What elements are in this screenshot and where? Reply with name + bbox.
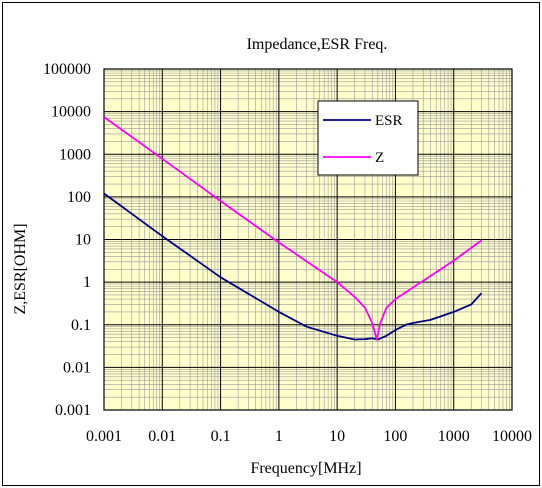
x-tick-label: 0.001 — [86, 428, 122, 445]
legend: ESR Z — [317, 100, 419, 176]
chart-title: Impedance,ESR Freq. — [247, 36, 388, 53]
y-tick-label: 10000 — [51, 104, 91, 121]
y-tick-label: 100000 — [43, 61, 91, 78]
x-tick-labels: 0.001 0.01 0.1 1 10 100 1000 10000 — [86, 428, 532, 445]
y-tick-label: 0.01 — [63, 359, 91, 376]
series-line-z — [103, 116, 483, 341]
legend-box — [317, 100, 419, 176]
x-tick-label: 1000 — [438, 428, 470, 445]
series-line-esr — [103, 192, 483, 341]
y-tick-labels: 0.001 0.01 0.1 1 10 100 1000 10000 100000 — [43, 61, 91, 419]
y-tick-label: 1000 — [59, 146, 91, 163]
y-tick-label: 100 — [67, 189, 91, 206]
x-tick-label: 1 — [275, 428, 283, 445]
x-tick-label: 0.1 — [211, 428, 231, 445]
legend-esr-label: ESR — [375, 113, 403, 129]
y-tick-label: 0.001 — [55, 402, 91, 419]
plot-border — [103, 68, 513, 411]
x-tick-label: 100 — [383, 428, 407, 445]
x-tick-label: 10 — [329, 428, 345, 445]
x-axis-label: Frequency[MHz] — [250, 460, 361, 477]
y-tick-label: 1 — [83, 274, 91, 291]
x-tick-label: 10000 — [492, 428, 532, 445]
y-tick-label: 10 — [75, 232, 91, 249]
legend-z-label: Z — [375, 150, 384, 166]
y-axis-label: Z,ESR[OHM] — [12, 223, 29, 314]
series-lines — [103, 116, 483, 341]
y-tick-label: 0.1 — [71, 317, 91, 334]
x-tick-label: 0.01 — [148, 428, 176, 445]
